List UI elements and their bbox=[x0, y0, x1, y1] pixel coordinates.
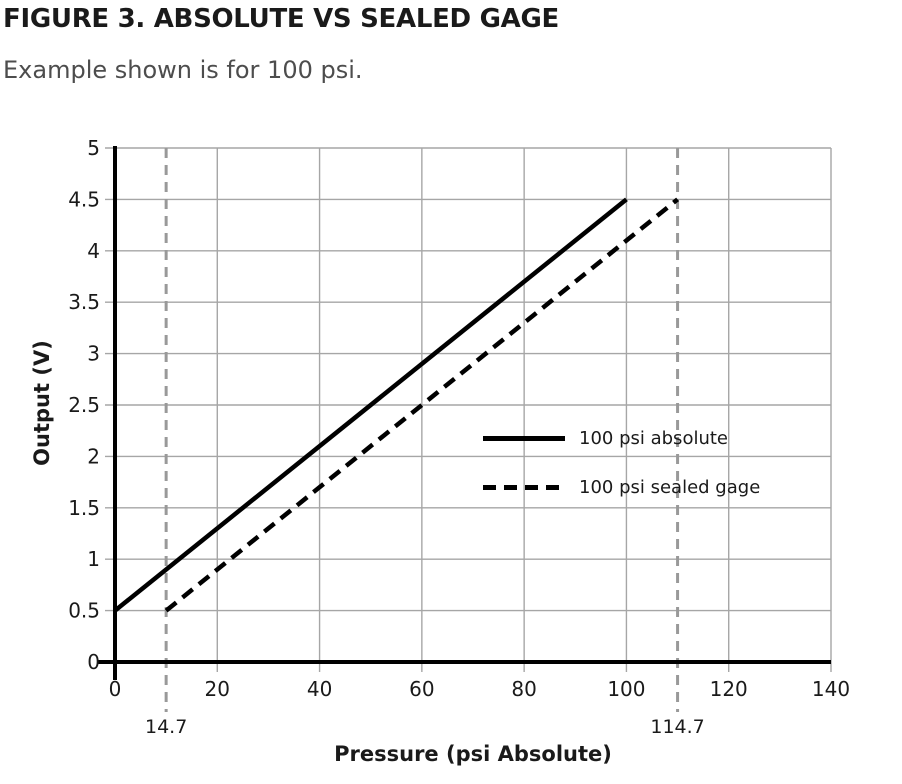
y-axis-title: Output (V) bbox=[30, 340, 54, 466]
legend-item-sealed-gage: 100 psi sealed gage bbox=[483, 463, 760, 512]
x-tick-label: 60 bbox=[409, 677, 434, 701]
x-tick-label: 140 bbox=[812, 677, 850, 701]
y-tick-label: 0.5 bbox=[68, 599, 100, 623]
legend-label-sealed-gage: 100 psi sealed gage bbox=[579, 477, 761, 498]
y-tick-label: 0 bbox=[87, 650, 100, 674]
solid-line-sample bbox=[483, 436, 565, 441]
legend-label-absolute: 100 psi absolute bbox=[579, 428, 728, 449]
y-tick-label: 1.5 bbox=[68, 496, 100, 520]
x-tick-label: 20 bbox=[205, 677, 230, 701]
y-tick-label: 2.5 bbox=[68, 393, 100, 417]
legend-item-absolute: 100 psi absolute bbox=[483, 414, 760, 463]
y-tick-label: 1 bbox=[87, 547, 100, 571]
x-tick-label: 0 bbox=[109, 677, 122, 701]
reference-line-label: 14.7 bbox=[145, 716, 187, 738]
x-axis-title: Pressure (psi Absolute) bbox=[334, 742, 612, 766]
x-tick-label: 100 bbox=[607, 677, 645, 701]
series-line-absolute bbox=[113, 197, 628, 613]
dashed-line-sample bbox=[483, 485, 565, 490]
y-tick-label: 4 bbox=[87, 239, 100, 263]
y-tick-label: 2 bbox=[87, 444, 100, 468]
y-tick-label: 3 bbox=[87, 342, 100, 366]
x-tick-label: 40 bbox=[307, 677, 332, 701]
chart-legend: 100 psi absolute 100 psi sealed gage bbox=[483, 414, 760, 512]
y-tick-label: 3.5 bbox=[68, 290, 100, 314]
y-tick-label: 4.5 bbox=[68, 187, 100, 211]
x-tick-label: 120 bbox=[710, 677, 748, 701]
figure-subtitle: Example shown is for 100 psi. bbox=[3, 56, 363, 84]
y-tick-label: 5 bbox=[87, 136, 100, 160]
series-line-sealed-gage bbox=[164, 197, 679, 613]
figure-title: FIGURE 3. ABSOLUTE VS SEALED GAGE bbox=[3, 4, 559, 34]
x-tick-label: 80 bbox=[511, 677, 536, 701]
reference-line-label: 114.7 bbox=[650, 716, 704, 738]
